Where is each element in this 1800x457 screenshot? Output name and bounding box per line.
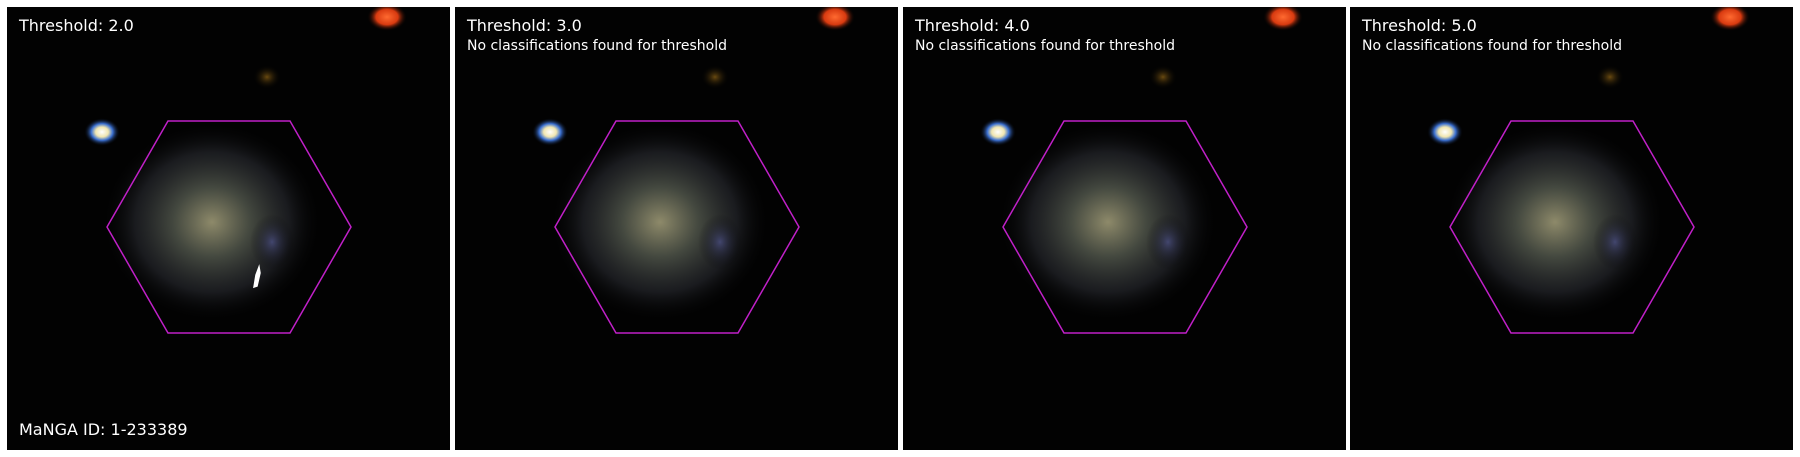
galaxy-image bbox=[1427, 7, 1750, 334]
threshold-label: Threshold: 3.0 bbox=[467, 16, 582, 35]
threshold-label: Threshold: 5.0 bbox=[1362, 16, 1477, 35]
threshold-label: Threshold: 2.0 bbox=[19, 16, 134, 35]
no-classifications-label: No classifications found for threshold bbox=[915, 38, 1175, 54]
no-classifications-label: No classifications found for threshold bbox=[1362, 38, 1622, 54]
ifu-hexagon bbox=[554, 120, 800, 334]
panel-threshold-3: Threshold: 3.0 No classifications found … bbox=[455, 7, 898, 450]
ifu-hexagon bbox=[106, 120, 352, 334]
panel-threshold-2: Threshold: 2.0 MaNGA ID: 1-233389 bbox=[7, 7, 450, 450]
ifu-hexagon bbox=[1002, 120, 1248, 334]
threshold-label: Threshold: 4.0 bbox=[915, 16, 1030, 35]
manga-id-label: MaNGA ID: 1-233389 bbox=[19, 420, 188, 439]
galaxy-image bbox=[84, 7, 407, 334]
galaxy-image bbox=[532, 7, 855, 334]
panel-threshold-4: Threshold: 4.0 No classifications found … bbox=[903, 7, 1346, 450]
panel-threshold-5: Threshold: 5.0 No classifications found … bbox=[1350, 7, 1793, 450]
galaxy-image bbox=[980, 7, 1303, 334]
classification-region bbox=[253, 264, 261, 289]
no-classifications-label: No classifications found for threshold bbox=[467, 38, 727, 54]
ifu-hexagon bbox=[1449, 120, 1695, 334]
